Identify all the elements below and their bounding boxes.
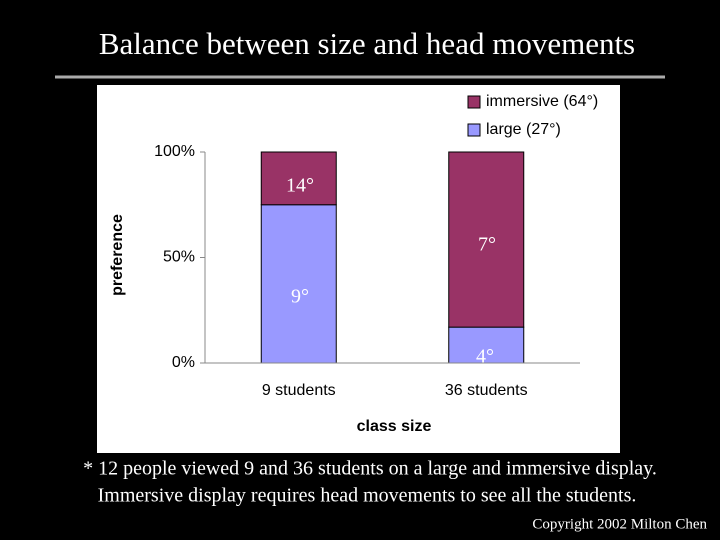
legend-label: immersive (64°) [486,93,598,110]
annotation: 9° [291,286,309,308]
x-tick-label: 9 students [262,382,336,399]
legend-swatch [467,123,481,137]
x-tick-label: 36 students [445,382,528,399]
chart-panel [97,85,620,453]
bar-segment [448,151,525,328]
x-axis-label: class size [357,418,432,435]
annotation: 4° [476,346,494,368]
y-tick-label: 0% [172,354,195,371]
legend-swatch [467,95,481,109]
annotation: 7° [478,234,496,256]
legend-label: large (27°) [486,121,561,138]
footnote-line: Immersive display requires head movement… [98,485,637,507]
y-tick-label: 50% [163,249,195,266]
slide-title: Balance between size and head movements [99,26,635,61]
footnote-line: * 12 people viewed 9 and 36 students on … [83,458,657,480]
bar-segment [260,204,337,364]
bar-segment [260,151,337,206]
y-tick-label: 100% [154,143,195,160]
annotation: 14° [286,175,314,197]
y-axis-label: preference [109,214,126,296]
copyright: Copyright 2002 Milton Chen [532,516,707,532]
